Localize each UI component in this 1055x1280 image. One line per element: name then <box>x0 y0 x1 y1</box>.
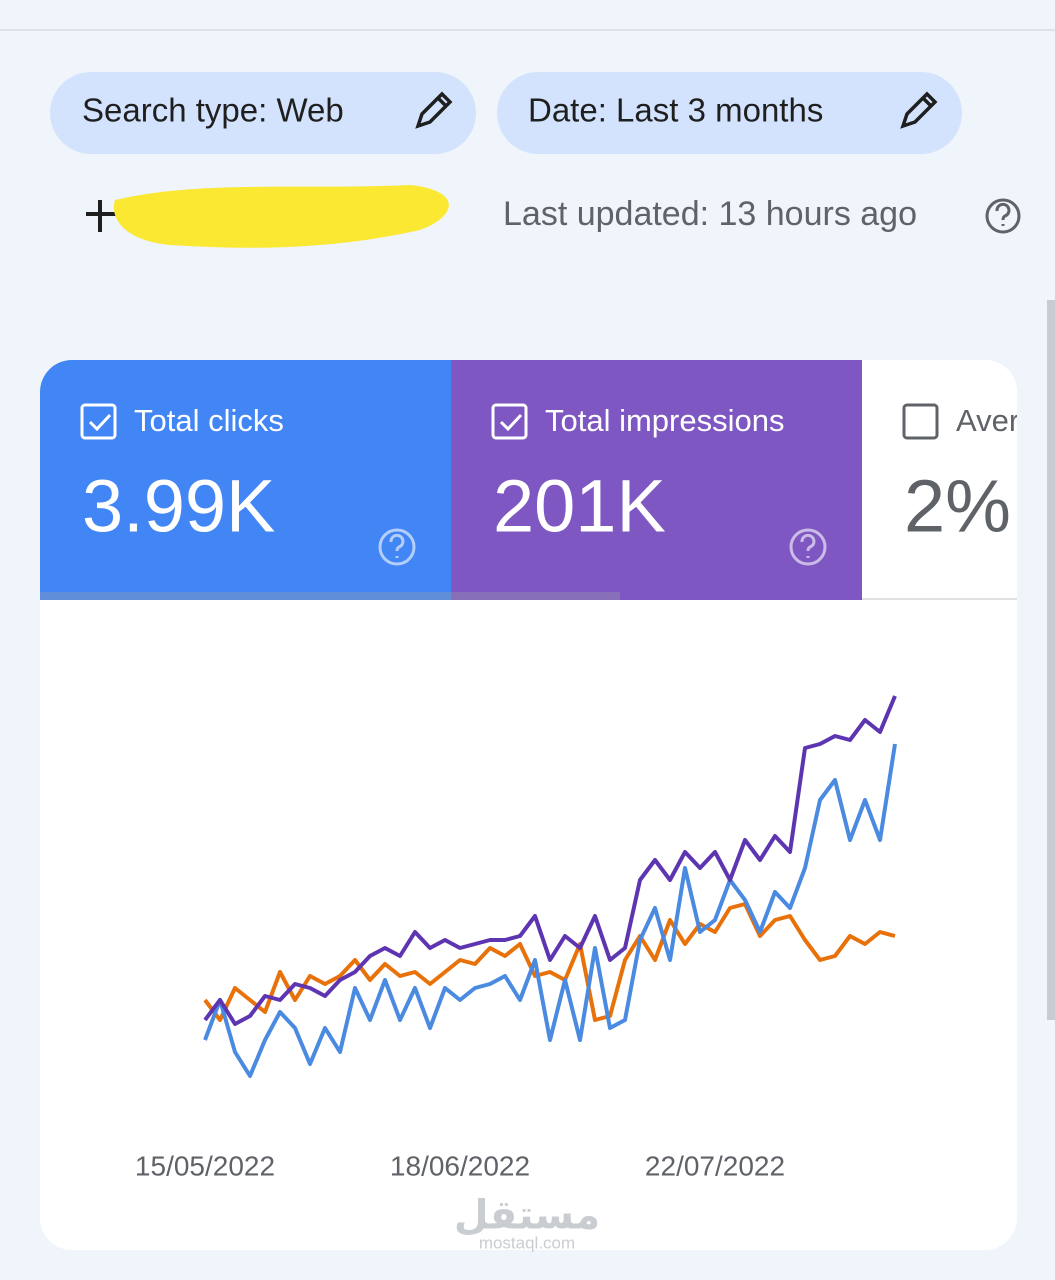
watermark: مستقل <box>454 1194 600 1238</box>
plot: 15/05/2022 18/06/2022 22/07/2022 <box>135 695 897 1181</box>
metric-label: Aver <box>956 403 1019 438</box>
check <box>88 413 112 432</box>
metric-value: 3.99K <box>82 465 275 548</box>
last-updated: Last updated: 13 hours ago <box>503 195 917 233</box>
edit-icon <box>900 91 938 129</box>
chip-label: Search type: Web <box>82 92 344 129</box>
date-chip[interactable] <box>497 72 962 154</box>
metric-label: Total impressions <box>545 403 784 438</box>
watermark-site: mostaql.com <box>479 1233 575 1252</box>
metric-card[interactable] <box>40 360 451 600</box>
checkbox <box>80 403 117 440</box>
help-glyph <box>800 533 816 558</box>
check <box>499 413 523 432</box>
metric-card[interactable] <box>862 360 1055 600</box>
x-tick-label: 18/06/2022 <box>390 1150 530 1181</box>
metric-value: 201K <box>493 465 666 548</box>
x-tick-label: 15/05/2022 <box>135 1150 275 1181</box>
redaction <box>113 185 449 248</box>
metric-value: 2% <box>904 465 1011 548</box>
progress-bar <box>40 592 620 600</box>
checkbox <box>491 403 528 440</box>
series-line <box>203 695 897 1026</box>
metric-cards: Total clicks 3.99K Total impressions 201K Av… <box>40 360 1055 600</box>
add-filter-icon[interactable] <box>86 200 118 232</box>
x-tick-label: 22/07/2022 <box>645 1150 785 1181</box>
series-line <box>203 743 897 1078</box>
metric-label: Total clicks <box>134 403 284 438</box>
checkbox <box>902 403 939 440</box>
edit-icon <box>415 91 453 129</box>
help-glyph <box>995 202 1011 226</box>
help-icon <box>378 528 416 566</box>
series-line <box>203 902 896 1022</box>
help-icon <box>789 528 827 566</box>
chip-label: Date: Last 3 months <box>528 92 823 129</box>
help-icon[interactable] <box>985 198 1021 234</box>
help-glyph <box>389 533 405 558</box>
metric-card[interactable] <box>451 360 862 600</box>
scrollbar <box>1047 300 1055 1020</box>
search-type-chip[interactable] <box>50 72 476 154</box>
